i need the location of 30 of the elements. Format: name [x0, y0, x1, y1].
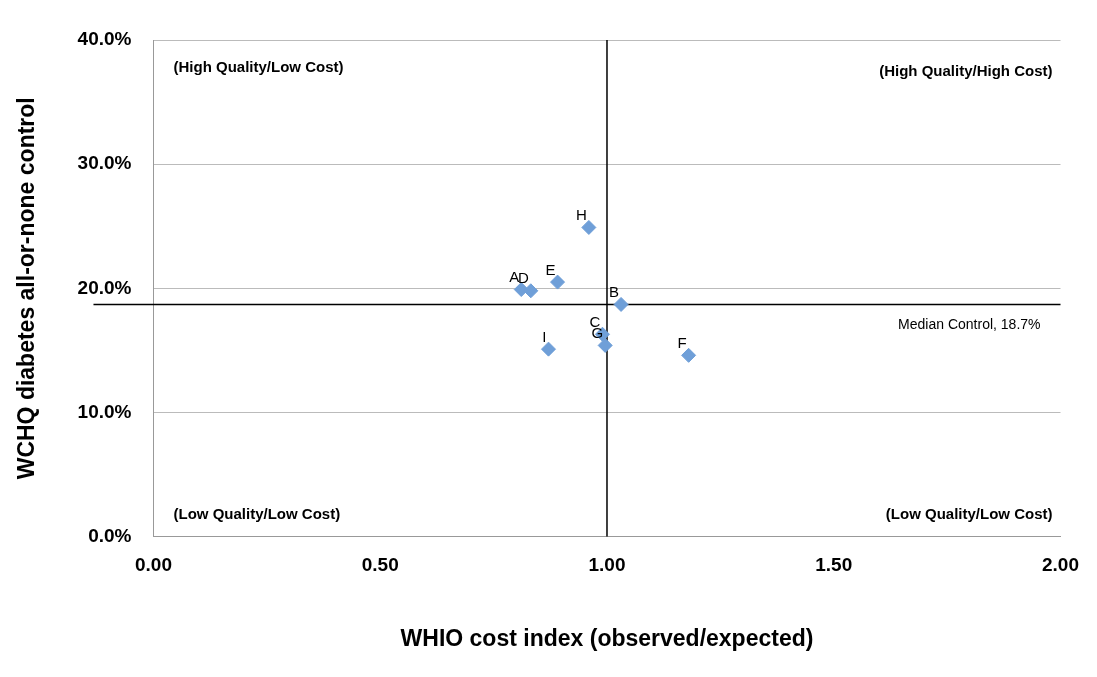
point	[523, 283, 539, 299]
annotation: (High Quality/High Cost)	[879, 62, 1053, 80]
x-tick-label: 0.50	[361, 554, 399, 576]
x-tick-label: 1.50	[815, 554, 853, 576]
annotation: (High Quality/Low Cost)	[173, 58, 344, 76]
point	[540, 341, 556, 357]
y-tick-label: 10.0%	[77, 400, 132, 422]
annotation: F	[677, 333, 687, 351]
y-axis-title: WCHQ diabetes all-or-none control	[13, 97, 40, 480]
point	[581, 219, 597, 235]
x-tick-label: 0.00	[134, 554, 172, 576]
y-tick-label: 0.0%	[88, 524, 132, 546]
annotation: (Low Quality/Low Cost)	[173, 504, 341, 522]
annotation: E	[545, 260, 556, 278]
x-tick-label: 2.00	[1042, 554, 1079, 576]
annotation: (Low Quality/Low Cost)	[885, 504, 1053, 522]
annotation: I	[542, 327, 547, 345]
point	[597, 337, 613, 353]
ref-line-label: Median Control, 18.7%	[898, 316, 1041, 333]
x-axis-title: WHIO cost index (observed/expected)	[400, 624, 814, 651]
x-tick-label: 1.00	[588, 554, 626, 576]
y-tick-label: 30.0%	[77, 152, 132, 174]
point	[550, 274, 566, 290]
point	[681, 347, 697, 363]
annotation: A	[509, 268, 520, 286]
y-tick-label: 40.0%	[77, 28, 132, 50]
y-tick-label: 20.0%	[77, 276, 132, 298]
annotation: H	[576, 206, 587, 224]
annotation: B	[609, 283, 620, 301]
point	[613, 296, 629, 312]
